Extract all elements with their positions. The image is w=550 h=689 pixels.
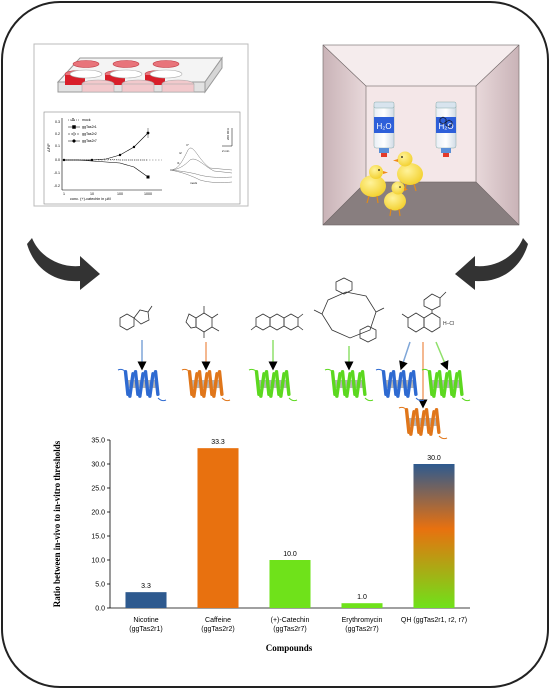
- binding-arrows: [137, 340, 449, 409]
- bar-value-label: 33.3: [211, 439, 225, 446]
- assay-x-axis-label: conc. (+)-catechin in µM: [70, 197, 111, 201]
- curved-arrow-right-icon: [455, 238, 528, 290]
- compound-molecule-icon: [439, 116, 453, 128]
- bar: [197, 448, 239, 608]
- assay-legend-item: ggTas2r1: [82, 125, 97, 129]
- receptor-ggtas2r1-qh: [375, 368, 425, 402]
- bar-value-label: 30.0: [427, 455, 441, 462]
- in-vitro-panel: ΔF/F 0.3 0.2 0.1 0.0 -0.1 -0.2 1 10 100 …: [33, 43, 249, 207]
- trace-label: r2: [179, 151, 182, 155]
- y-tick-label: 25.0: [91, 486, 105, 493]
- category-label: (ggTas2r1): [129, 626, 162, 633]
- catechin-molecule: [250, 313, 304, 331]
- category-label: QH (ggTas2r1, r2, r7): [401, 617, 467, 624]
- cell-culture-plate: [56, 56, 223, 94]
- category-label: (ggTas2r7): [345, 626, 378, 633]
- water-bottle-right: H₂O: [435, 101, 457, 157]
- y-tick-label: 10.0: [91, 558, 105, 565]
- chart-x-axis-label: Compounds: [266, 643, 313, 653]
- category-label: Nicotine: [133, 617, 158, 624]
- receptor-ggtas2r1: [117, 368, 167, 402]
- assay-legend-item: mock: [82, 118, 91, 122]
- trace-label: r1: [177, 161, 180, 165]
- assay-x-tick: 100: [117, 192, 123, 196]
- caffeine-molecule: [185, 306, 220, 338]
- assay-y-tick: 0.2: [55, 132, 60, 136]
- water-bottle-left: H₂O: [373, 101, 395, 157]
- assay-x-tick: 1000: [144, 192, 152, 196]
- assay-x-tick: 1: [63, 192, 65, 196]
- receptor-ggtas2r2: [181, 368, 231, 402]
- assay-legend-item: ggTas2r7: [82, 139, 97, 143]
- ratio-bar-chart: 0.0 5.0 10.0 15.0 20.0 25.0 30.0 35.0 3.3 33.3 10…: [52, 438, 470, 653]
- receptor-ggtas2r2-qh: [398, 406, 448, 440]
- category-label: Erythromycin: [342, 617, 383, 624]
- assay-y-tick: -0.2: [54, 184, 60, 188]
- erythromycin-molecule: [313, 277, 385, 343]
- y-tick-label: 5.0: [95, 582, 105, 589]
- assay-y-tick: 0.1: [55, 144, 60, 148]
- bar-value-label: 10.0: [283, 551, 297, 558]
- trace-time-label: 2 min: [222, 149, 230, 153]
- trace-label: mock: [190, 181, 198, 185]
- assay-y-tick: 0.3: [55, 120, 60, 124]
- assay-x-tick: 10: [90, 192, 94, 196]
- bar: [413, 464, 455, 608]
- bar: [269, 560, 311, 608]
- chick-center: [384, 181, 408, 217]
- y-tick-label: 15.0: [91, 534, 105, 541]
- molecules-row: [119, 277, 447, 343]
- category-label: Caffeine: [205, 617, 231, 624]
- chart-y-axis-label: Ratio between in-vivo to in-vitro thresh…: [52, 440, 62, 607]
- category-label: (+)-Catechin: [271, 617, 310, 624]
- bottle-right-label: H₂O: [438, 122, 453, 131]
- y-tick-label: 35.0: [91, 438, 105, 445]
- assay-legend-item: ggTas2r2: [82, 132, 97, 136]
- y-tick-label: 0.0: [95, 606, 105, 613]
- in-vivo-chamber-panel: H₂O H₂O: [322, 44, 520, 226]
- dose-response-plot: ΔF/F 0.3 0.2 0.1 0.0 -0.1 -0.2 1 10 100 …: [43, 111, 241, 205]
- assay-y-axis-label: ΔF/F: [46, 143, 51, 152]
- chick-left: [360, 165, 388, 204]
- receptor-ggtas2r7-catechin: [248, 368, 298, 402]
- bar: [125, 592, 167, 608]
- trace-label: r7: [186, 143, 189, 147]
- bar: [341, 603, 383, 608]
- curved-arrow-left-icon: [27, 238, 100, 290]
- receptor-ggtas2r7-erythromycin: [324, 368, 374, 402]
- category-label: (ggTas2r7): [273, 626, 306, 633]
- bottle-left-label: H₂O: [376, 122, 391, 131]
- y-tick-label: 20.0: [91, 510, 105, 517]
- chick-right: [393, 151, 423, 192]
- assay-y-tick: -0.1: [54, 171, 60, 175]
- bar-value-label: 1.0: [357, 594, 367, 601]
- qh-hcl-label: H–Cl: [443, 321, 454, 327]
- y-tick-label: 30.0: [91, 462, 105, 469]
- quinine-hydrochloride-molecule: [401, 291, 447, 333]
- receptor-ggtas2r7-qh: [421, 368, 471, 402]
- assay-y-tick: 0.0: [55, 158, 60, 162]
- category-label: (ggTas2r2): [201, 626, 234, 633]
- bar-value-label: 3.3: [141, 583, 151, 590]
- trace-scale-label: 200 RFU: [226, 128, 230, 140]
- nicotine-molecule: [119, 305, 153, 331]
